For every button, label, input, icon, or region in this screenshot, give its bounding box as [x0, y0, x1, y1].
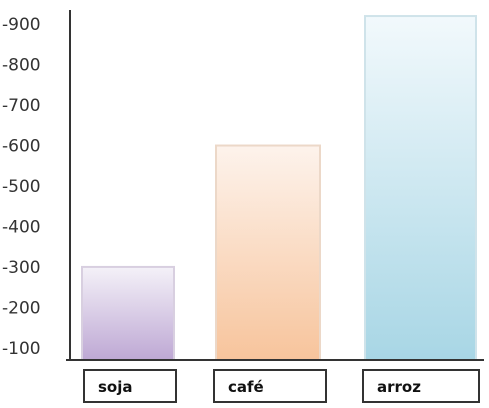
category-label: arroz	[377, 378, 421, 396]
category-label-box: café	[213, 369, 327, 403]
y-tick-label: -700	[2, 96, 41, 116]
y-tick-label: -100	[2, 339, 41, 359]
y-tick-label: -500	[2, 177, 41, 197]
category-label: soja	[98, 378, 133, 396]
y-tick-label: -900	[2, 15, 41, 35]
category-box	[83, 369, 177, 403]
category-label: café	[228, 378, 264, 396]
y-tick-label: -800	[2, 56, 41, 76]
category-label-box: soja	[83, 369, 177, 403]
y-tick-labels: -100 -200 -300 -400 -500 -600 -700 -800 -900	[2, 15, 41, 359]
bars-layer	[81, 15, 477, 362]
y-tick-label: -300	[2, 258, 41, 278]
category-label-box: arroz	[362, 369, 480, 403]
category-labels: soja café arroz	[83, 369, 480, 403]
bar-2	[364, 15, 477, 362]
category-box	[213, 369, 327, 403]
y-tick-label: -200	[2, 298, 41, 318]
bar-0	[81, 265, 175, 362]
y-tick-label: -400	[2, 217, 41, 237]
bar-1	[215, 144, 321, 361]
y-tick-label: -600	[2, 137, 41, 157]
category-box	[362, 369, 480, 403]
